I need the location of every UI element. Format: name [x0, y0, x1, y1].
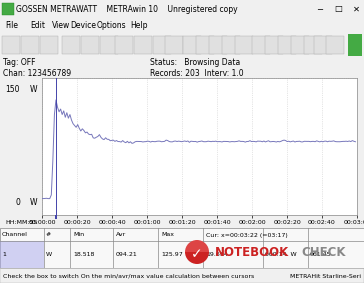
Text: 061.45: 061.45	[310, 252, 332, 258]
Text: Options: Options	[97, 20, 127, 29]
Text: 1: 1	[2, 252, 6, 258]
Text: ✓: ✓	[191, 247, 203, 261]
Text: 00:01:00: 00:01:00	[133, 220, 161, 224]
Bar	[222, 36, 240, 54]
Text: 00:01:20: 00:01:20	[168, 220, 196, 224]
Bar	[0, 241, 44, 268]
Text: Cur: x=00:03:22 (=03:17): Cur: x=00:03:22 (=03:17)	[206, 233, 288, 237]
Text: Help: Help	[130, 20, 147, 29]
Text: 125.97: 125.97	[161, 252, 183, 258]
Bar	[304, 36, 322, 54]
Text: View: View	[52, 20, 70, 29]
Text: Status:   Browsing Data: Status: Browsing Data	[150, 59, 240, 68]
Bar	[348, 34, 362, 56]
Bar	[291, 36, 309, 54]
Text: Records: 203  Interv: 1.0: Records: 203 Interv: 1.0	[150, 68, 244, 78]
Text: Min: Min	[73, 233, 84, 237]
Text: Chan: 123456789: Chan: 123456789	[3, 68, 71, 78]
Text: W: W	[30, 85, 37, 94]
Text: Channel: Channel	[2, 233, 28, 237]
Text: 00:02:40: 00:02:40	[308, 220, 336, 224]
Bar	[55, 215, 57, 219]
Bar	[165, 36, 183, 54]
Bar	[81, 36, 99, 54]
Bar	[21, 36, 39, 54]
Text: METRAHit Starline-Seri: METRAHit Starline-Seri	[290, 273, 361, 278]
Text: #: #	[46, 233, 51, 237]
Text: ─: ─	[317, 5, 323, 14]
Text: NOTEBOOK: NOTEBOOK	[215, 245, 289, 258]
Bar	[314, 36, 332, 54]
Text: Max: Max	[161, 233, 174, 237]
Bar	[326, 36, 344, 54]
Text: Device: Device	[70, 20, 96, 29]
Text: Check the box to switch On the min/avr/max value calculation between cursors: Check the box to switch On the min/avr/m…	[3, 273, 254, 278]
Text: 00:01:40: 00:01:40	[203, 220, 231, 224]
Bar	[235, 36, 253, 54]
Text: File: File	[5, 20, 18, 29]
Bar	[62, 36, 80, 54]
Text: CHECK: CHECK	[301, 245, 345, 258]
Text: W: W	[30, 198, 37, 207]
Text: 00:00:00: 00:00:00	[28, 220, 56, 224]
Bar	[196, 36, 214, 54]
Text: 19.694: 19.694	[206, 252, 228, 258]
Text: 18.518: 18.518	[73, 252, 94, 258]
Text: HH:MM:SS: HH:MM:SS	[6, 220, 38, 224]
Bar	[134, 36, 152, 54]
Bar	[115, 36, 133, 54]
Bar	[153, 36, 171, 54]
Text: 094.21: 094.21	[116, 252, 138, 258]
Bar	[209, 36, 227, 54]
Text: 00:02:00: 00:02:00	[238, 220, 266, 224]
Bar	[100, 36, 118, 54]
Text: GOSSEN METRAWATT    METRAwin 10    Unregistered copy: GOSSEN METRAWATT METRAwin 10 Unregistere…	[16, 5, 238, 14]
Text: Tag: OFF: Tag: OFF	[3, 59, 36, 68]
Text: ✕: ✕	[352, 5, 360, 14]
Bar	[183, 36, 201, 54]
Text: 00:00:20: 00:00:20	[63, 220, 91, 224]
Text: 000.14  W: 000.14 W	[265, 252, 297, 258]
Wedge shape	[185, 240, 209, 252]
Bar	[2, 3, 14, 15]
Text: Avr: Avr	[116, 233, 126, 237]
Text: Edit: Edit	[30, 20, 45, 29]
Bar	[252, 36, 270, 54]
Text: □: □	[334, 5, 342, 14]
Bar	[40, 36, 58, 54]
Text: 00:00:40: 00:00:40	[98, 220, 126, 224]
Bar	[278, 36, 296, 54]
Text: 00:03:00: 00:03:00	[343, 220, 364, 224]
Text: 0: 0	[15, 198, 20, 207]
Wedge shape	[185, 252, 209, 264]
Bar	[265, 36, 283, 54]
Text: W: W	[46, 252, 52, 258]
Text: 150: 150	[5, 85, 20, 94]
Bar	[2, 36, 20, 54]
Text: 00:02:20: 00:02:20	[273, 220, 301, 224]
